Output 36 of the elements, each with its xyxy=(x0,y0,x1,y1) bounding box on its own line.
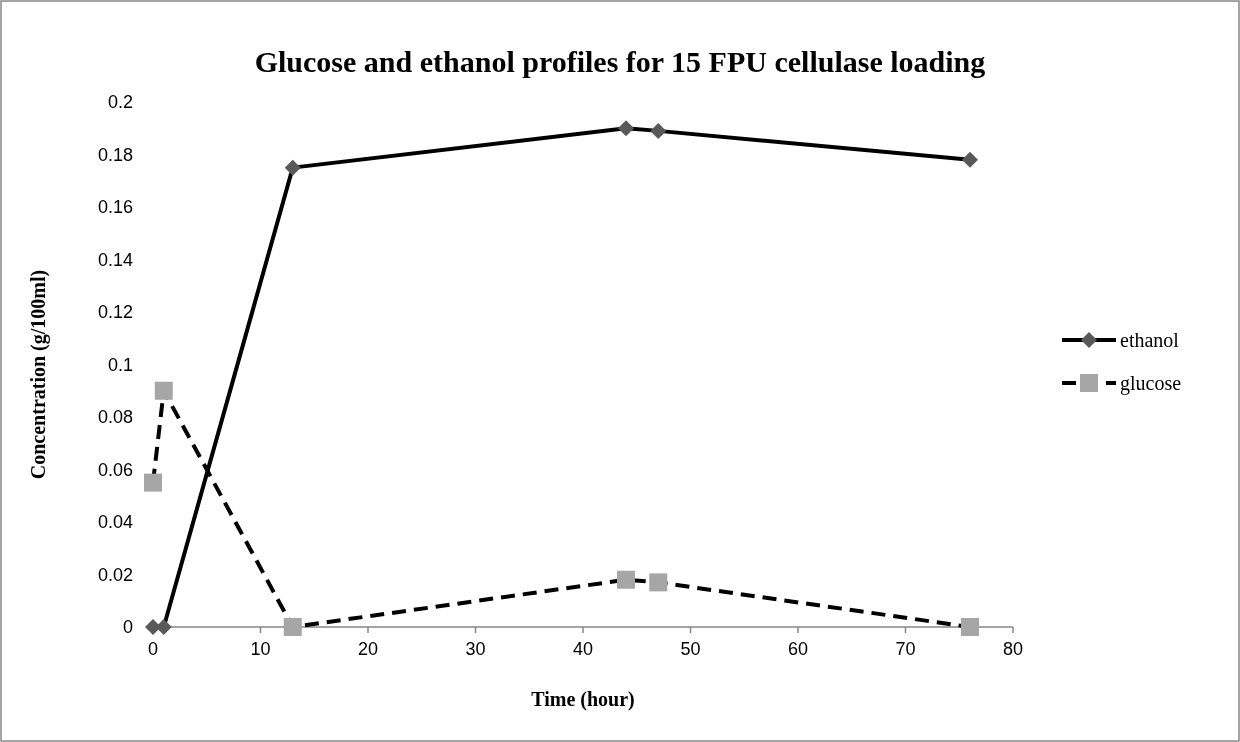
legend-label: glucose xyxy=(1120,372,1182,395)
point xyxy=(962,151,978,168)
point xyxy=(649,573,668,592)
y-tick-label: 0.2 xyxy=(107,92,133,113)
point xyxy=(618,120,634,137)
point xyxy=(154,381,173,400)
y-axis-title: Concentration (g/100ml) xyxy=(27,269,50,480)
y-tick-label: 0.14 xyxy=(97,249,133,270)
y-tick-label: 0.04 xyxy=(97,512,133,533)
y-tick-label: 0.1 xyxy=(107,354,133,375)
point xyxy=(617,570,635,589)
x-tick-label: 80 xyxy=(1002,639,1024,659)
point xyxy=(283,618,302,636)
point xyxy=(961,618,979,636)
point xyxy=(144,473,162,492)
y-tick-label: 0.08 xyxy=(97,407,133,428)
y-tick-label: 0 xyxy=(122,617,133,638)
y-tick-label: 0.18 xyxy=(97,144,133,165)
x-tick-label: 20 xyxy=(357,639,379,659)
x-tick-label: 50 xyxy=(680,639,701,659)
chart-title: Glucose and ethanol profiles for 15 FPU cellulase loading xyxy=(254,45,986,78)
point xyxy=(284,159,301,176)
point xyxy=(650,122,667,139)
y-tick-label: 0.06 xyxy=(97,459,133,480)
point xyxy=(145,619,161,635)
x-tick-label: 40 xyxy=(572,639,594,659)
y-tick-label: 0.02 xyxy=(97,564,133,585)
x-axis-title: Time (hour) xyxy=(531,688,635,711)
legend-label: ethanol xyxy=(1120,329,1180,351)
x-tick-label: 30 xyxy=(465,639,486,659)
x-tick-label: 0 xyxy=(147,639,159,659)
y-tick-label: 0.16 xyxy=(97,197,133,218)
y-tick-label: 0.12 xyxy=(97,302,133,323)
x-tick-label: 70 xyxy=(895,639,916,659)
x-tick-label: 10 xyxy=(250,639,271,659)
x-tick-label: 60 xyxy=(787,639,809,659)
